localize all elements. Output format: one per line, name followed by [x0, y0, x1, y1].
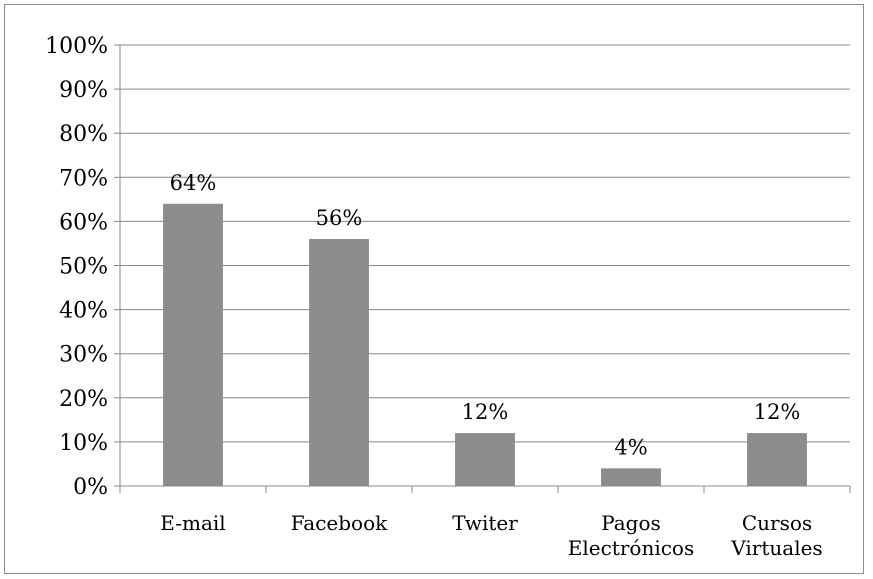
axes [114, 44, 851, 493]
x-category-label-line: E-mail [160, 511, 225, 535]
y-tick-label: 70% [59, 166, 108, 191]
data-label: 12% [754, 400, 801, 424]
y-tick-label: 40% [59, 299, 108, 324]
x-category-label-line: Pagos [601, 511, 661, 535]
data-label: 64% [170, 171, 217, 195]
bar-2 [309, 239, 369, 486]
x-category-label: Twiter [452, 511, 518, 535]
bar-3 [455, 433, 515, 486]
chart-frame [4, 4, 864, 574]
y-tick-label: 60% [59, 210, 108, 235]
bars [163, 203, 807, 486]
y-tick-label: 50% [59, 255, 108, 280]
bar-4 [601, 468, 661, 486]
y-tick-labels: 0% 10% 20% 30% 40% 50% 60% 70% 80% 90% 100% [45, 34, 108, 500]
bar-1 [163, 203, 223, 486]
data-labels: 64% 56% 12% 4% 12% [170, 171, 801, 460]
x-category-label: Cursos Virtuales [730, 511, 822, 560]
data-label: 12% [462, 400, 509, 424]
x-category-label: Pagos Electrónicos [568, 511, 694, 560]
x-category-label-line: Virtuales [730, 536, 822, 560]
gridlines [120, 44, 850, 443]
y-tick-label: 100% [45, 34, 108, 59]
y-tick-label: 10% [59, 431, 108, 456]
x-tick-labels: E-mail Facebook Twiter Pagos Electrónicos Cur… [160, 511, 822, 560]
y-tick-label: 0% [73, 475, 108, 500]
x-category-label-line: Cursos [742, 511, 812, 535]
y-tick-label: 80% [59, 122, 108, 147]
x-category-label: Facebook [291, 511, 388, 535]
x-category-label-line: Twiter [452, 511, 518, 535]
bar-5 [747, 433, 807, 486]
x-category-label-line: Electrónicos [568, 536, 694, 560]
y-tick-label: 30% [59, 343, 108, 368]
y-tick-label: 20% [59, 387, 108, 412]
data-label: 4% [614, 435, 647, 459]
data-label: 56% [316, 206, 363, 230]
x-category-label: E-mail [160, 511, 225, 535]
y-tick-label: 90% [59, 78, 108, 103]
x-category-label-line: Facebook [291, 511, 388, 535]
